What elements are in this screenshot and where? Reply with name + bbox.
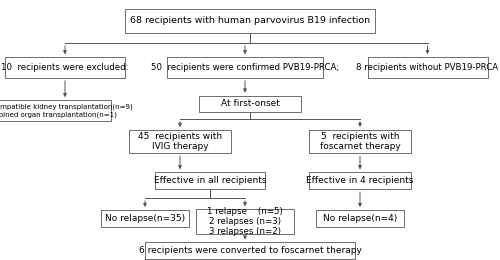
FancyBboxPatch shape (308, 130, 411, 153)
FancyBboxPatch shape (196, 209, 294, 234)
FancyBboxPatch shape (0, 100, 111, 121)
Text: No relapse(n=4): No relapse(n=4) (323, 214, 397, 223)
FancyBboxPatch shape (101, 210, 188, 227)
Text: No relapse(n=35): No relapse(n=35) (105, 214, 185, 223)
Text: 45  recipients with
IVIG therapy: 45 recipients with IVIG therapy (138, 132, 222, 151)
Text: 50  recipients were confirmed PVB19-PRCA;: 50 recipients were confirmed PVB19-PRCA; (151, 63, 339, 72)
FancyBboxPatch shape (125, 9, 375, 32)
FancyBboxPatch shape (368, 57, 488, 78)
Text: ABO-incompatible kidney transplantation(n=9)
Combined organ transplantation(n=1): ABO-incompatible kidney transplantation(… (0, 103, 132, 118)
FancyBboxPatch shape (129, 130, 231, 153)
Text: 10  recipients were excluded:: 10 recipients were excluded: (1, 63, 129, 72)
Text: Effective in 4 recipients: Effective in 4 recipients (306, 176, 414, 185)
Text: 68 recipients with human parvovirus B19 infection: 68 recipients with human parvovirus B19 … (130, 16, 370, 25)
Text: 1 relapse    (n=5)
2 relapses (n=3)
3 relapses (n=2): 1 relapse (n=5) 2 relapses (n=3) 3 relap… (207, 207, 283, 236)
Text: Effective in all recipients: Effective in all recipients (154, 176, 266, 185)
Text: At first-onset: At first-onset (220, 100, 280, 108)
FancyBboxPatch shape (199, 95, 301, 112)
Text: 6 recipients were converted to foscarnet therapy: 6 recipients were converted to foscarnet… (138, 246, 362, 255)
FancyBboxPatch shape (145, 242, 355, 259)
Text: 5  recipients with
foscarnet therapy: 5 recipients with foscarnet therapy (320, 132, 400, 151)
FancyBboxPatch shape (5, 57, 125, 78)
Text: 8 recipients without PVB19-PRCA: 8 recipients without PVB19-PRCA (356, 63, 498, 72)
FancyBboxPatch shape (316, 210, 404, 227)
FancyBboxPatch shape (168, 57, 322, 78)
FancyBboxPatch shape (155, 172, 265, 189)
FancyBboxPatch shape (308, 172, 411, 189)
